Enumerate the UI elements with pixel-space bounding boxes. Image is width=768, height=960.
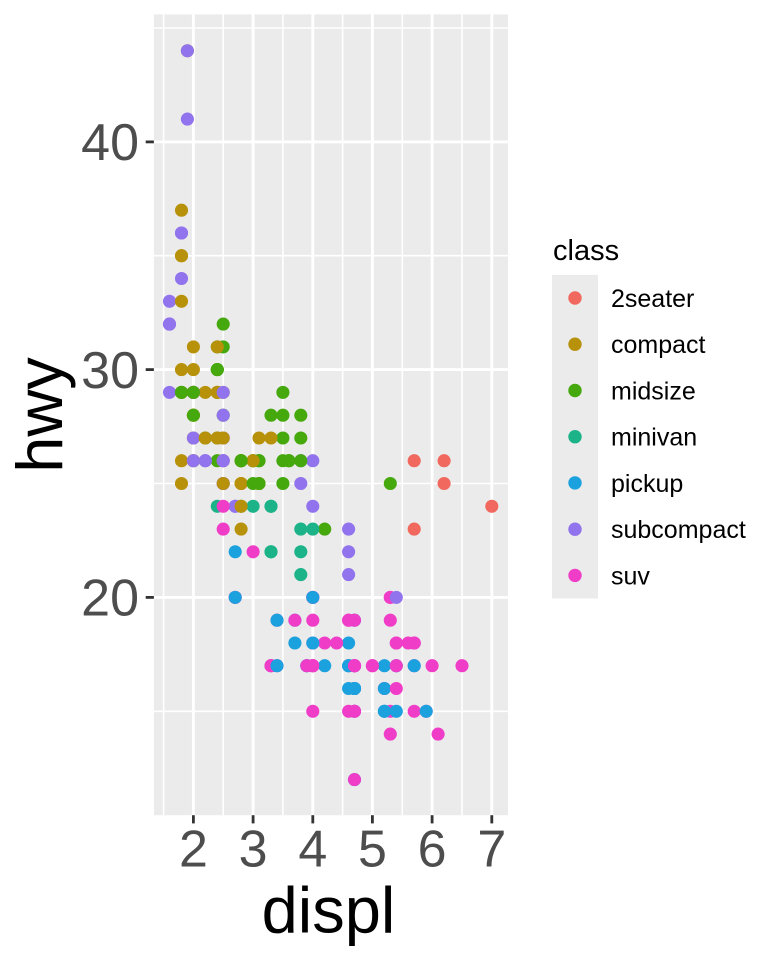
svg-text:compact: compact (611, 331, 706, 359)
svg-text:2: 2 (179, 821, 208, 879)
svg-text:class: class (553, 235, 619, 267)
svg-text:40: 40 (81, 114, 139, 172)
svg-text:5: 5 (358, 821, 387, 879)
svg-text:6: 6 (418, 821, 447, 879)
svg-text:minivan: minivan (611, 424, 697, 452)
svg-text:2seater: 2seater (611, 285, 694, 313)
svg-text:3: 3 (239, 821, 268, 879)
svg-text:subcompact: subcompact (611, 516, 746, 544)
svg-text:4: 4 (298, 821, 327, 879)
svg-text:hwy: hwy (3, 357, 76, 473)
svg-text:midsize: midsize (611, 378, 696, 406)
svg-text:20: 20 (81, 570, 139, 628)
svg-text:30: 30 (81, 342, 139, 400)
svg-text:suv: suv (611, 562, 650, 590)
svg-text:displ: displ (262, 874, 396, 947)
svg-text:pickup: pickup (611, 470, 683, 498)
svg-text:7: 7 (477, 821, 506, 879)
